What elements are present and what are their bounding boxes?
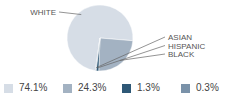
- html-text:24.3%: 24.3%: [78, 82, 107, 93]
- svg-text:BLACK: BLACK: [168, 50, 195, 59]
- svg-text:HISPANIC: HISPANIC: [168, 42, 205, 51]
- svg-text:ASIAN: ASIAN: [168, 33, 192, 42]
- html-text:74.1%: 74.1%: [19, 82, 48, 93]
- html-text:0.3%: 0.3%: [196, 82, 219, 93]
- html-text:1.3%: 1.3%: [137, 82, 160, 93]
- svg-text:WHITE: WHITE: [30, 8, 56, 17]
